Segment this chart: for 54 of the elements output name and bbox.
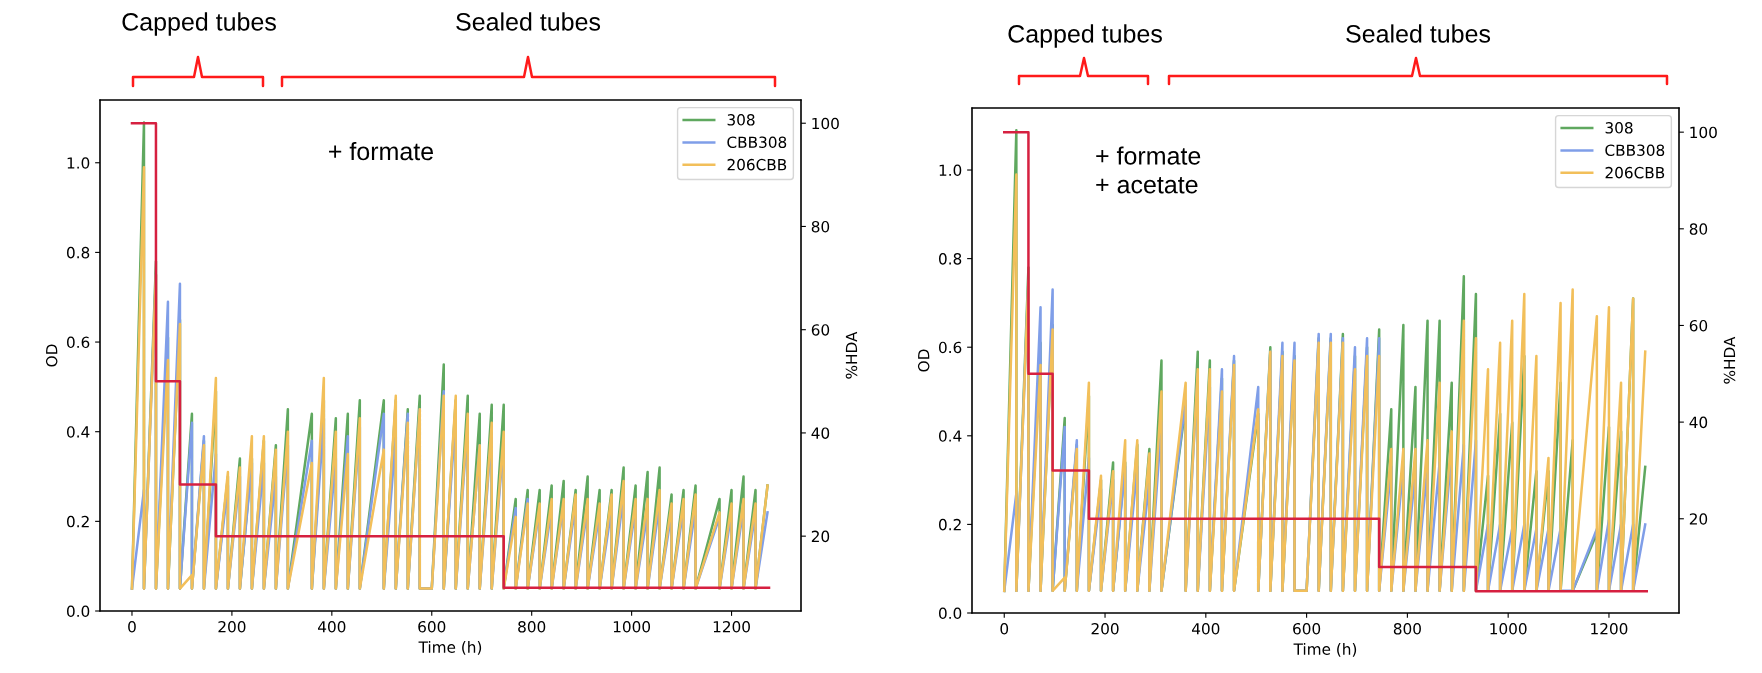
y2-tick-label: 60: [1689, 319, 1708, 332]
x-tick-label: 600: [1293, 622, 1321, 635]
y-tick-label: 0.0: [938, 607, 962, 620]
y2-tick-label: 20: [1689, 513, 1708, 525]
text: Capped tubes: [122, 12, 276, 36]
x-tick-label: 1200: [713, 620, 750, 633]
x-tick-label: 800: [518, 620, 546, 633]
text: Capped tubes: [1008, 24, 1162, 48]
y-tick-label: 0.2: [66, 515, 89, 528]
y2-tick-label: 100: [812, 117, 839, 130]
y2-tick-label: 40: [811, 427, 830, 439]
legend-label: 308: [727, 114, 755, 126]
y-tick-label: 0.4: [938, 430, 962, 442]
x-tick-label: 1000: [1490, 622, 1527, 635]
y-tick-label: 0.0: [66, 605, 90, 618]
legend-label: CBB308: [1605, 144, 1665, 156]
annotation: + formate + acetate: [1096, 146, 1201, 194]
legend-label: 308: [1605, 122, 1633, 134]
y2-axis-title: %HDA: [845, 331, 858, 379]
x-tick-label: 200: [218, 620, 246, 633]
y-axis-title: OD: [917, 349, 930, 372]
y-tick-label: 1.0: [939, 164, 962, 177]
x-tick-label: 200: [1091, 622, 1119, 635]
x-tick-label: 800: [1393, 622, 1421, 635]
legend-label: 206CBB: [727, 158, 787, 171]
y-tick-label: 0.6: [938, 341, 962, 354]
y2-tick-label: 80: [811, 220, 830, 233]
x-tick-label: 1200: [1591, 622, 1628, 635]
legend-label: 206CBB: [1605, 166, 1665, 179]
y-tick-label: 0.6: [66, 336, 90, 349]
y2-axis-title: %HDA: [1723, 336, 1736, 384]
y-tick-label: 0.4: [66, 426, 90, 438]
y-tick-label: 1.0: [67, 157, 90, 169]
y2-tick-label: 60: [811, 324, 830, 336]
y2-tick-label: 20: [811, 530, 830, 543]
x-tick-label: 400: [1191, 622, 1220, 635]
legend-label: CBB308: [727, 136, 787, 148]
y2-tick-label: 80: [1689, 223, 1708, 235]
x-tick-label: 600: [418, 620, 446, 633]
x-tick-label: 400: [318, 620, 346, 633]
y2-tick-label: 40: [1689, 416, 1708, 429]
x-tick-label: 0: [128, 620, 136, 633]
x-axis-title: Time (h): [418, 641, 482, 655]
x-axis-title: Time (h): [1293, 643, 1357, 657]
text: Sealed tubes: [456, 12, 601, 31]
y-axis-title: OD: [45, 344, 58, 367]
y2-tick-label: 100: [1690, 126, 1717, 139]
x-tick-label: 1000: [613, 620, 651, 633]
annotation: + formate: [329, 141, 434, 161]
y-tick-label: 0.8: [938, 253, 962, 265]
x-tick-label: 0: [1000, 622, 1009, 635]
text: Sealed tubes: [1346, 24, 1491, 43]
y-tick-label: 0.8: [66, 246, 90, 259]
y-tick-label: 0.2: [938, 518, 961, 531]
